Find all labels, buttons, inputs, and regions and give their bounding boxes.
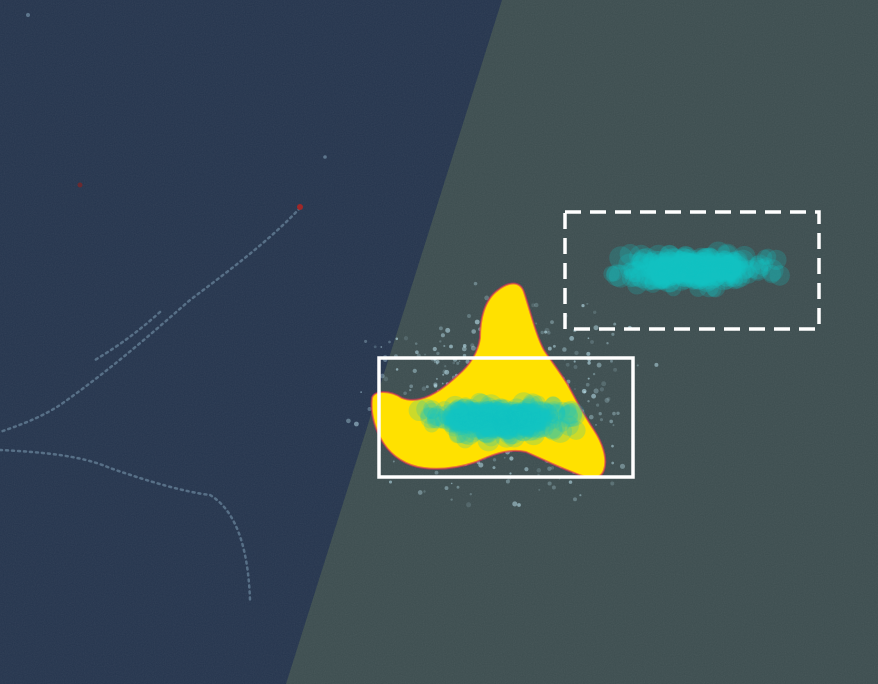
yellow-mask [370, 282, 607, 479]
cyan-cluster-upper [603, 241, 790, 298]
speck-dot [323, 155, 327, 159]
dashed-box [563, 210, 821, 331]
red-dot [297, 204, 303, 210]
cyan-cluster-lower [408, 392, 586, 452]
red-dot [77, 182, 83, 188]
filament-traces [0, 206, 302, 602]
speck-dot [26, 13, 30, 17]
solid-box [377, 356, 635, 479]
